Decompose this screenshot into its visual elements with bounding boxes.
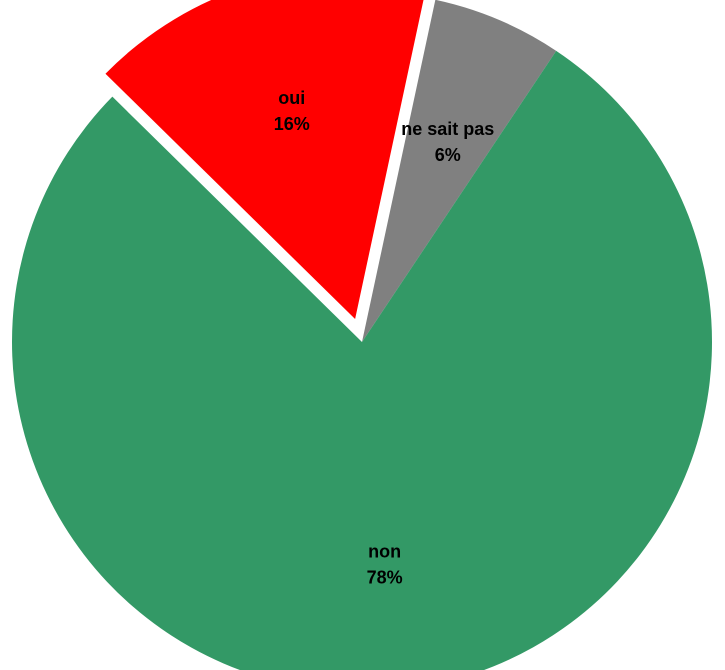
pie-slices (12, 0, 712, 670)
slice-category-label: non (368, 541, 401, 561)
slice-category-label: oui (278, 88, 305, 108)
pie-slice-ne-sait-pas (362, 0, 557, 342)
slice-label-non: non 78% (367, 541, 403, 587)
slice-label-oui: oui 16% (274, 88, 310, 134)
slice-category-label: ne sait pas (401, 119, 494, 139)
pie-slice-oui (105, 0, 424, 320)
pie-labels: oui 16% ne sait pas 6% non 78% (274, 88, 495, 588)
slice-value-label: 6% (435, 145, 461, 165)
slice-value-label: 78% (367, 567, 403, 587)
slice-value-label: 16% (274, 114, 310, 134)
pie-slice-non (12, 50, 712, 670)
slice-label-ne-sait-pas: ne sait pas 6% (401, 119, 494, 165)
